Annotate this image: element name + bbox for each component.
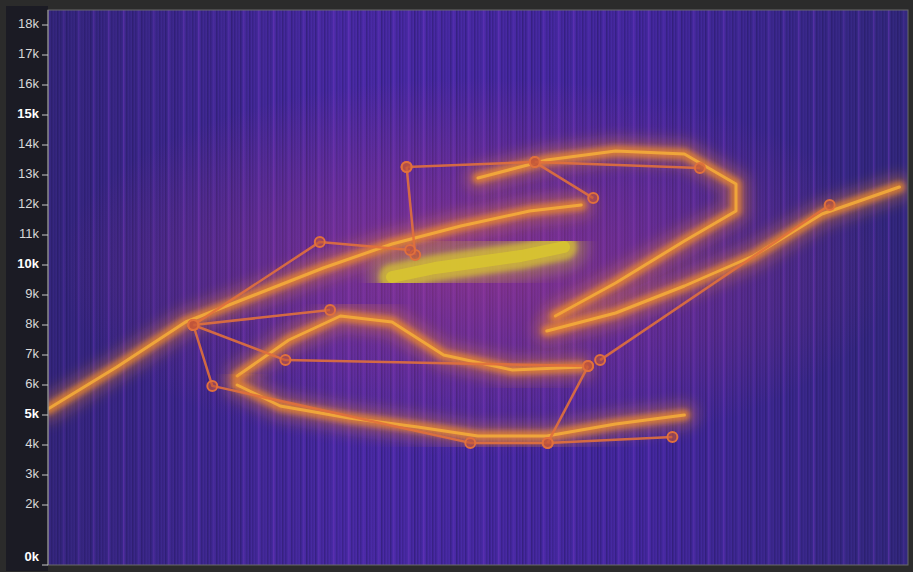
- y-tick: [42, 355, 48, 356]
- wire-node: [595, 355, 605, 365]
- page-bg: [0, 0, 913, 572]
- noise-stripe: [51, 10, 53, 565]
- y-tick: [42, 385, 48, 386]
- noise-stripe: [897, 10, 899, 565]
- y-axis-line: [48, 10, 49, 565]
- y-tick: [42, 205, 48, 206]
- wire-line: [407, 162, 594, 198]
- energy-band: [392, 247, 564, 277]
- y-tick: [42, 325, 48, 326]
- y-tick: [42, 265, 48, 266]
- wire-node: [188, 320, 198, 330]
- wire-node: [530, 157, 540, 167]
- y-tick-label: 5k: [25, 406, 40, 421]
- wire-line: [548, 366, 588, 443]
- noise-stripe: [54, 10, 56, 565]
- band-glow: [392, 247, 564, 277]
- y-tick-label: 16k: [18, 76, 39, 91]
- y-tick-label: 9k: [25, 286, 39, 301]
- wire-node: [315, 237, 325, 247]
- wire-node: [402, 162, 412, 172]
- y-tick-label: 3k: [25, 466, 39, 481]
- y-tick: [42, 235, 48, 236]
- wire-node: [543, 438, 553, 448]
- band-glow: [237, 316, 581, 376]
- y-tick: [42, 565, 48, 566]
- y-tick-label: 13k: [18, 166, 39, 181]
- wire-node: [402, 162, 412, 172]
- y-tick-label: 11k: [19, 226, 39, 241]
- wire-node: [695, 163, 705, 173]
- noise-stripe: [48, 10, 50, 565]
- y-tick: [42, 85, 48, 86]
- y-tick: [42, 145, 48, 146]
- wire-node: [530, 157, 540, 167]
- noise-stripe: [57, 10, 59, 565]
- wire-node: [325, 305, 335, 315]
- noise-stripe: [903, 10, 905, 565]
- energy-band: [48, 205, 581, 409]
- band-glow: [237, 385, 684, 436]
- wire-node: [405, 245, 415, 255]
- y-tick: [42, 175, 48, 176]
- wire-line: [193, 242, 410, 325]
- axis-panel: [6, 6, 48, 571]
- y-tick-label: 6k: [25, 376, 39, 391]
- y-tick-label: 0k: [25, 549, 40, 564]
- band-body: [48, 205, 581, 409]
- noise-stripe: [900, 10, 902, 565]
- plot-bg: [48, 10, 908, 565]
- energy-band: [547, 187, 900, 331]
- band-glow: [48, 205, 581, 409]
- y-tick: [42, 445, 48, 446]
- plot-background: [48, 10, 908, 565]
- y-tick-label: 12k: [18, 196, 39, 211]
- wire-node: [465, 438, 475, 448]
- wire-node: [207, 381, 217, 391]
- y-tick-label: 4k: [25, 436, 39, 451]
- y-tick: [42, 295, 48, 296]
- y-tick: [42, 25, 48, 26]
- wire-node: [188, 320, 198, 330]
- wire-node: [188, 320, 198, 330]
- wire-line: [600, 205, 830, 360]
- energy-band: [237, 385, 684, 436]
- plot-frame: [48, 10, 908, 565]
- y-tick-label: 17k: [18, 46, 39, 61]
- wire-node: [583, 361, 593, 371]
- wire-line: [535, 162, 700, 168]
- wire-node: [280, 355, 290, 365]
- wire-line: [407, 167, 416, 255]
- wire-line: [193, 310, 330, 325]
- y-tick-label: 15k: [17, 106, 39, 121]
- y-tick: [42, 115, 48, 116]
- y-tick: [42, 505, 48, 506]
- energy-band: [237, 316, 581, 376]
- y-tick-label: 7k: [25, 346, 39, 361]
- wire-node: [583, 361, 593, 371]
- y-tick-label: 10k: [17, 256, 39, 271]
- y-tick-label: 8k: [25, 316, 39, 331]
- y-tick-label: 14k: [18, 136, 39, 151]
- haze: [58, 78, 898, 458]
- wire-node: [588, 193, 598, 203]
- wire-node: [825, 200, 835, 210]
- band-body: [237, 316, 581, 376]
- y-tick: [42, 475, 48, 476]
- wire-node: [543, 438, 553, 448]
- wire-node: [667, 432, 677, 442]
- wire-line: [193, 325, 588, 366]
- wire-node: [188, 320, 198, 330]
- band-body: [547, 187, 900, 331]
- y-tick-label: 2k: [25, 496, 39, 511]
- marks: [48, 151, 899, 448]
- band-body: [392, 247, 564, 277]
- wire-line: [193, 325, 672, 443]
- band-body: [237, 385, 684, 436]
- spectrogram: 0k 2k 3k 4k 5k 6k 7k 8k 9k 10k 11k 12k 13k 14k 15k 16k 1…: [0, 0, 913, 572]
- y-tick: [42, 415, 48, 416]
- band-glow: [547, 187, 900, 331]
- y-tick-label: 18k: [18, 16, 39, 31]
- y-tick: [42, 55, 48, 56]
